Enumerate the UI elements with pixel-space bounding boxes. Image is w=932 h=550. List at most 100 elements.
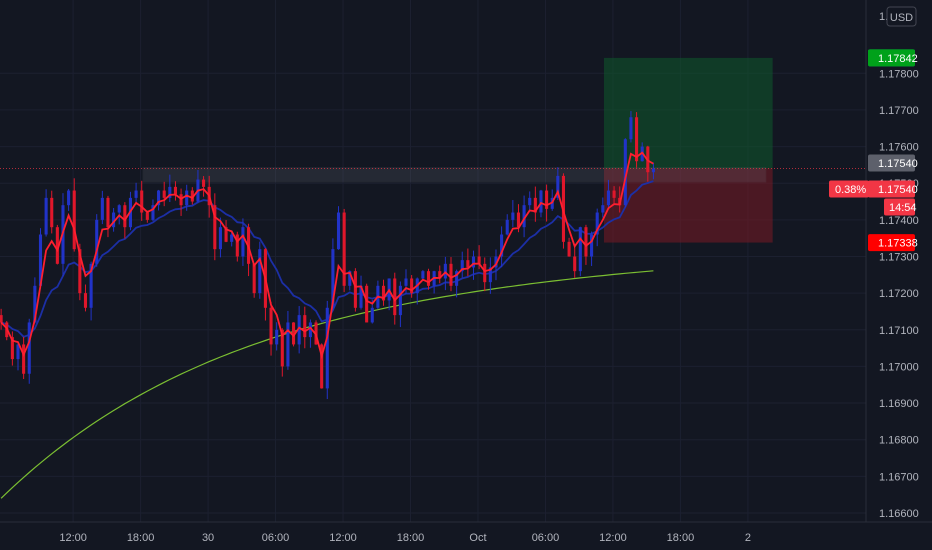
time-tick-label: 06:00 [262, 532, 290, 544]
candle-body [83, 293, 88, 308]
change-percent: 0.38% [835, 184, 866, 196]
candle-body [123, 205, 127, 228]
price-tick-label: 1.17600 [879, 142, 919, 154]
candle-body [185, 190, 189, 206]
candle-body [477, 256, 481, 264]
candle-body [95, 219, 99, 264]
candle-body [516, 212, 521, 228]
candle-body [173, 186, 177, 195]
candle-body [44, 197, 48, 235]
candle-body [573, 256, 577, 272]
candle-body [78, 249, 82, 294]
candle-body [606, 190, 610, 206]
long-position-box [603, 57, 773, 243]
candle-body [590, 234, 594, 257]
candle-body [0, 315, 3, 323]
candle-body [145, 212, 149, 220]
candle-body [286, 322, 290, 367]
candle-body [280, 329, 284, 367]
take-profit-tag: 1.17842 [868, 49, 918, 67]
candle-body [629, 117, 633, 140]
candle-body [190, 190, 194, 202]
candle-body [117, 205, 121, 213]
candle-body [556, 175, 560, 198]
candle-body [202, 179, 206, 187]
candle-body [601, 205, 605, 213]
candle-body [140, 190, 144, 213]
candle-body [258, 249, 262, 294]
candle-body [584, 227, 588, 257]
candle-body [359, 285, 363, 308]
candle-body [404, 278, 408, 286]
current-price: 1.17540 [878, 184, 918, 196]
candle-body [55, 227, 59, 264]
time-tick-label: 18:00 [667, 532, 695, 544]
currency-button[interactable]: USD [886, 6, 917, 27]
candle-body [213, 205, 217, 250]
currency-label: USD [890, 12, 913, 24]
candle-body [365, 285, 369, 323]
time-tick-label: 18:00 [127, 532, 155, 544]
candle-body [449, 263, 453, 286]
candle-body [528, 197, 532, 206]
candle-body [342, 212, 346, 286]
candle-body [370, 307, 374, 323]
candle-body [438, 271, 442, 279]
candle-body [393, 278, 397, 316]
candle-body [500, 234, 504, 257]
candle-body [331, 249, 335, 308]
take-profit-price: 1.17842 [878, 53, 918, 65]
candle-body [157, 190, 161, 206]
candle-body [218, 227, 222, 250]
candle-body [325, 307, 329, 389]
candle-body [623, 139, 627, 206]
candle-body [303, 315, 307, 338]
candle-body [50, 197, 54, 228]
candles [0, 111, 655, 400]
time-tick-label: 30 [202, 532, 214, 544]
candle-body [151, 205, 155, 220]
time-axis[interactable]: 12:00 18:00 30 06:00 12:00 18:00 Oct 06:00 12:00… [59, 532, 751, 544]
price-tick-label: 1.17400 [879, 215, 919, 227]
candle-body [89, 263, 93, 308]
candle-body [511, 212, 515, 220]
candle-body [635, 117, 639, 162]
time-tick-label: 18:00 [397, 532, 425, 544]
candle-body [426, 271, 431, 286]
time-tick-label: 12:00 [599, 532, 627, 544]
price-tick-label: 1.17200 [879, 288, 919, 300]
candle-body [162, 190, 166, 198]
time-tick-label: 12:00 [329, 532, 357, 544]
price-tick-label: 1.16700 [879, 471, 919, 483]
price-axis[interactable]: 1.178001.177001.176001.175001.174001.173… [879, 68, 919, 520]
candle-body [455, 271, 459, 286]
candle-body [252, 263, 256, 294]
candle-body [488, 267, 492, 283]
candle-body [348, 271, 352, 286]
candle-body [381, 285, 386, 301]
loss-zone[interactable] [603, 168, 773, 243]
price-tick-label: 1.16900 [879, 398, 919, 410]
candle-body [533, 197, 537, 213]
ma-20-path [0, 151, 654, 360]
candle-body [595, 212, 599, 235]
candle-body [168, 186, 172, 198]
entry-price: 1.17540 [878, 158, 918, 170]
candle-body [471, 256, 476, 268]
candle-body [241, 227, 245, 257]
profit-zone[interactable] [603, 57, 773, 169]
entry-tag: 1.17540 [868, 154, 918, 172]
zone-rect[interactable] [142, 167, 767, 183]
stop-loss-tag: 1.17338 [868, 234, 918, 252]
price-tick-label: 1.16600 [879, 508, 919, 520]
time-tick-label: 2 [745, 532, 751, 544]
candle-body [235, 234, 239, 257]
candle-body [466, 260, 470, 268]
candle-body [112, 212, 116, 228]
price-axis-top-tick: 1. [879, 11, 888, 23]
candle-body [578, 227, 582, 272]
candle-body [539, 190, 543, 213]
candle-body [612, 190, 616, 198]
candle-body [269, 307, 273, 345]
